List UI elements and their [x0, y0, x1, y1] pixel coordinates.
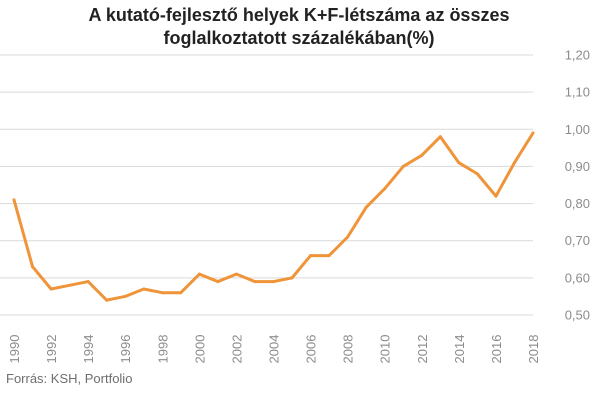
y-tick-label: 0,90 — [565, 159, 590, 174]
data-point — [475, 172, 479, 176]
chart-title-line-2: foglalkoztatott százalékában(%) — [163, 28, 435, 48]
series-line-group — [12, 131, 535, 302]
data-point — [179, 291, 183, 295]
data-point — [105, 298, 109, 302]
data-point — [272, 280, 275, 284]
chart-title: A kutató-fejlesztő helyek K+F-létszáma a… — [0, 4, 598, 50]
chart-title-line-1: A kutató-fejlesztő helyek K+F-létszáma a… — [88, 5, 510, 25]
data-point — [364, 205, 368, 209]
x-tick-label: 2010 — [378, 335, 393, 364]
data-point — [234, 272, 238, 276]
x-tick-label: 2018 — [526, 335, 541, 364]
data-point — [253, 280, 257, 284]
data-point — [383, 187, 387, 191]
data-point — [309, 254, 313, 258]
y-tick-label: 0,60 — [565, 270, 590, 285]
data-point — [420, 153, 424, 157]
data-point — [457, 161, 461, 165]
data-point — [49, 287, 53, 291]
data-point — [438, 135, 442, 139]
x-tick-label: 1994 — [81, 335, 96, 364]
y-tick-label: 1,20 — [565, 48, 590, 63]
data-point — [512, 161, 516, 165]
x-tick-label: 2000 — [192, 335, 207, 364]
data-point — [68, 283, 72, 287]
data-point — [494, 194, 498, 198]
y-tick-label: 1,10 — [565, 85, 590, 100]
data-point — [216, 280, 220, 284]
y-tick-label: 0,80 — [565, 196, 590, 211]
x-tick-label: 2012 — [415, 335, 430, 364]
source-note: Forrás: KSH, Portfolio — [6, 371, 133, 386]
x-tick-label: 2002 — [229, 335, 244, 364]
data-point — [160, 291, 164, 295]
x-tick-label: 2008 — [341, 335, 356, 364]
x-tick-label: 2006 — [304, 335, 319, 364]
y-tick-label: 0,50 — [565, 308, 590, 323]
data-point — [123, 294, 127, 298]
data-point — [401, 164, 405, 168]
data-point — [346, 235, 350, 239]
x-tick-label: 1998 — [155, 335, 170, 364]
data-points — [12, 131, 535, 302]
x-tick-label: 1990 — [7, 335, 22, 364]
data-point — [12, 198, 16, 202]
x-tick-label: 1996 — [118, 335, 133, 364]
x-tick-label: 1992 — [44, 335, 59, 364]
gridlines — [0, 54, 533, 316]
data-point — [142, 287, 146, 291]
y-axis-tick-labels: 0,50 0,60 0,70 0,80 0,90 1,00 1,10 1,20 — [565, 48, 590, 323]
data-point — [531, 131, 535, 135]
x-axis-tick-labels: 1990 1992 1994 1996 1998 2000 2002 2004 2006 2008… — [7, 335, 541, 364]
data-point — [86, 280, 90, 284]
y-tick-label: 1,00 — [565, 122, 590, 137]
x-tick-label: 2004 — [267, 335, 282, 364]
data-point — [327, 254, 331, 258]
data-point — [31, 265, 35, 269]
x-tick-label: 2016 — [489, 335, 504, 364]
data-point — [197, 272, 201, 276]
series-line — [12, 131, 535, 302]
x-tick-label: 2014 — [452, 335, 467, 364]
y-tick-label: 0,70 — [565, 233, 590, 248]
data-point — [290, 276, 294, 280]
